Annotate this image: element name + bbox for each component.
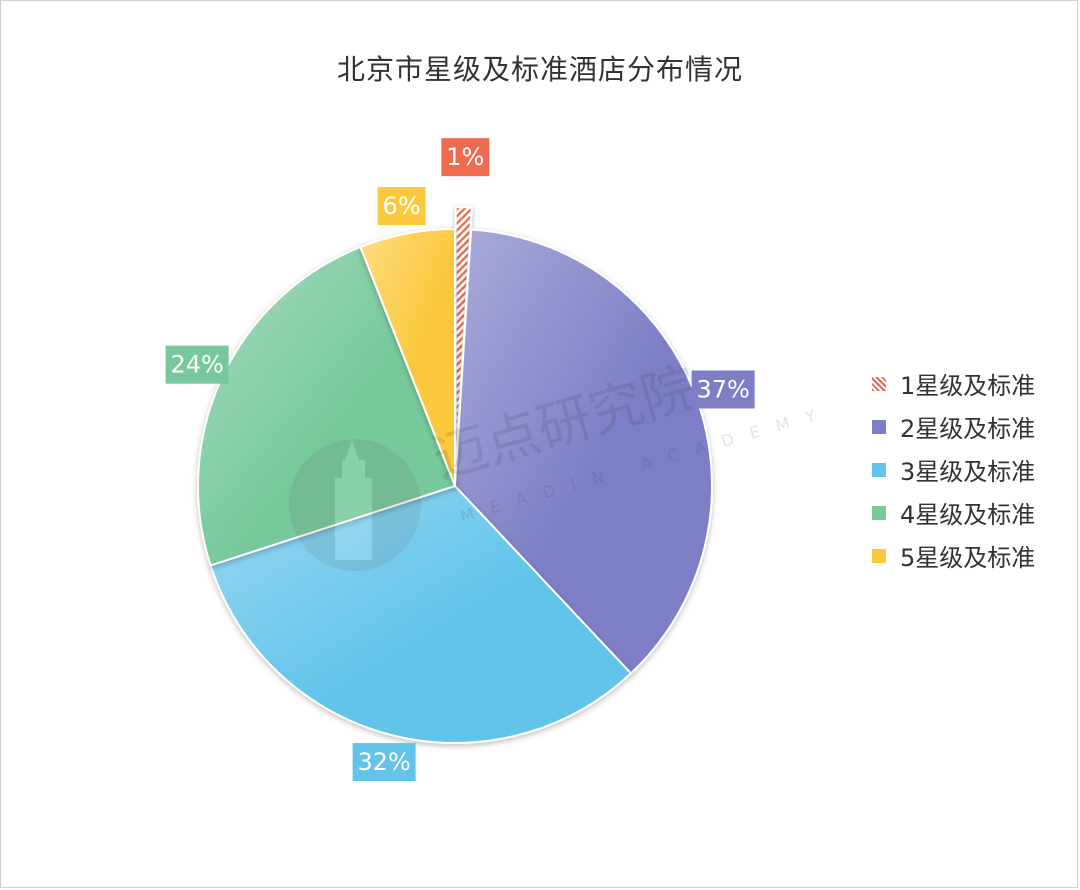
chart-title: 北京市星级及标准酒店分布情况 (336, 53, 743, 86)
legend-swatch (872, 376, 886, 391)
pie-labels: 1% 37% 32% 24% 6% (165, 138, 755, 782)
legend-swatch (872, 462, 886, 477)
watermark-tower-icon (335, 440, 372, 560)
pie-slice-group (359, 227, 456, 487)
pie-slice-group (197, 245, 457, 567)
watermark-logo-circle (289, 439, 421, 571)
data-label-box (352, 743, 416, 782)
legend-item: 1星级及标准 (872, 362, 1072, 405)
pie-slice-group (453, 228, 713, 675)
legend-item: 4星级及标准 (872, 491, 1072, 534)
data-label: 6% (383, 192, 421, 220)
legend-label: 2星级及标准 (900, 415, 1036, 443)
legend-label: 4星级及标准 (900, 501, 1036, 529)
legend: 1星级及标准 2星级及标准 3星级及标准 4星级及标准 5星级及标准 (872, 362, 1072, 577)
data-label-box (691, 370, 755, 409)
pie-slice-sheen (197, 247, 455, 566)
data-label-box (441, 138, 490, 177)
pie-slice-sheen (455, 229, 712, 674)
pie-slice-sheen (210, 486, 631, 743)
legend-label: 1星级及标准 (900, 372, 1036, 400)
legend-label: 3星级及标准 (900, 458, 1036, 486)
legend-swatch (872, 505, 886, 520)
legend-swatch (872, 419, 886, 434)
data-label: 1% (446, 143, 484, 171)
data-label: 24% (170, 351, 223, 379)
data-label: 32% (357, 748, 410, 776)
data-label: 37% (696, 375, 749, 403)
pie-slice-group (209, 484, 633, 744)
legend-item: 2星级及标准 (872, 405, 1072, 448)
legend-label: 5星级及标准 (900, 544, 1036, 572)
pie-slice-sheen (360, 229, 455, 486)
legend-item: 5星级及标准 (872, 534, 1072, 577)
data-label-box (165, 345, 229, 384)
data-label-box (377, 187, 426, 226)
legend-item: 3星级及标准 (872, 448, 1072, 491)
legend-swatch (872, 548, 886, 563)
pie-slices (197, 206, 713, 744)
